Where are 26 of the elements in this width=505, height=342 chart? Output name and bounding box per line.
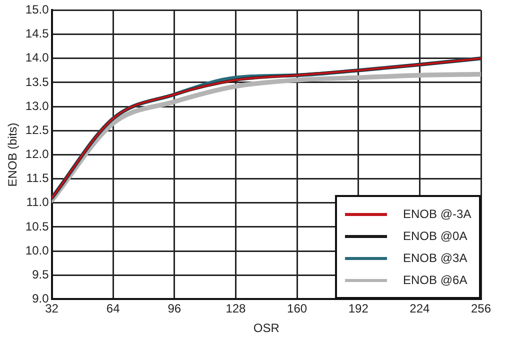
legend-label: ENOB @6A [403,273,468,288]
y-tick-label: 13.0 [25,98,50,113]
x-tick-label: 128 [226,302,246,316]
x-tick-label: 64 [106,302,120,316]
y-tick-label: 10.5 [25,219,50,234]
y-tick-label: 11.5 [26,171,50,186]
legend-label: ENOB @3A [403,251,468,266]
x-tick-label: 32 [45,302,59,316]
y-tick-label: 11.0 [26,195,50,210]
x-tick-label: 256 [470,302,492,316]
y-tick-label: 10.0 [25,243,50,258]
y-tick-label: 12.0 [25,147,50,162]
legend-label: ENOB @0A [403,229,468,244]
x-tick-label: 192 [348,302,369,316]
y-axis-title: ENOB (bits) [6,122,20,187]
y-tick-label: 15.0 [25,2,50,17]
y-tick-label: 13.5 [25,74,50,89]
y-tick-label: 9.5 [32,267,50,282]
x-tick-label: 160 [287,302,308,316]
y-tick-label: 14.0 [25,50,50,65]
legend-label: ENOB @-3A [403,207,472,222]
x-tick-label: 224 [410,302,430,316]
y-tick-label: 12.5 [25,122,50,137]
x-axis-title: OSR [253,321,280,336]
x-tick-label: 96 [168,302,182,316]
y-tick-label: 14.5 [25,26,50,41]
